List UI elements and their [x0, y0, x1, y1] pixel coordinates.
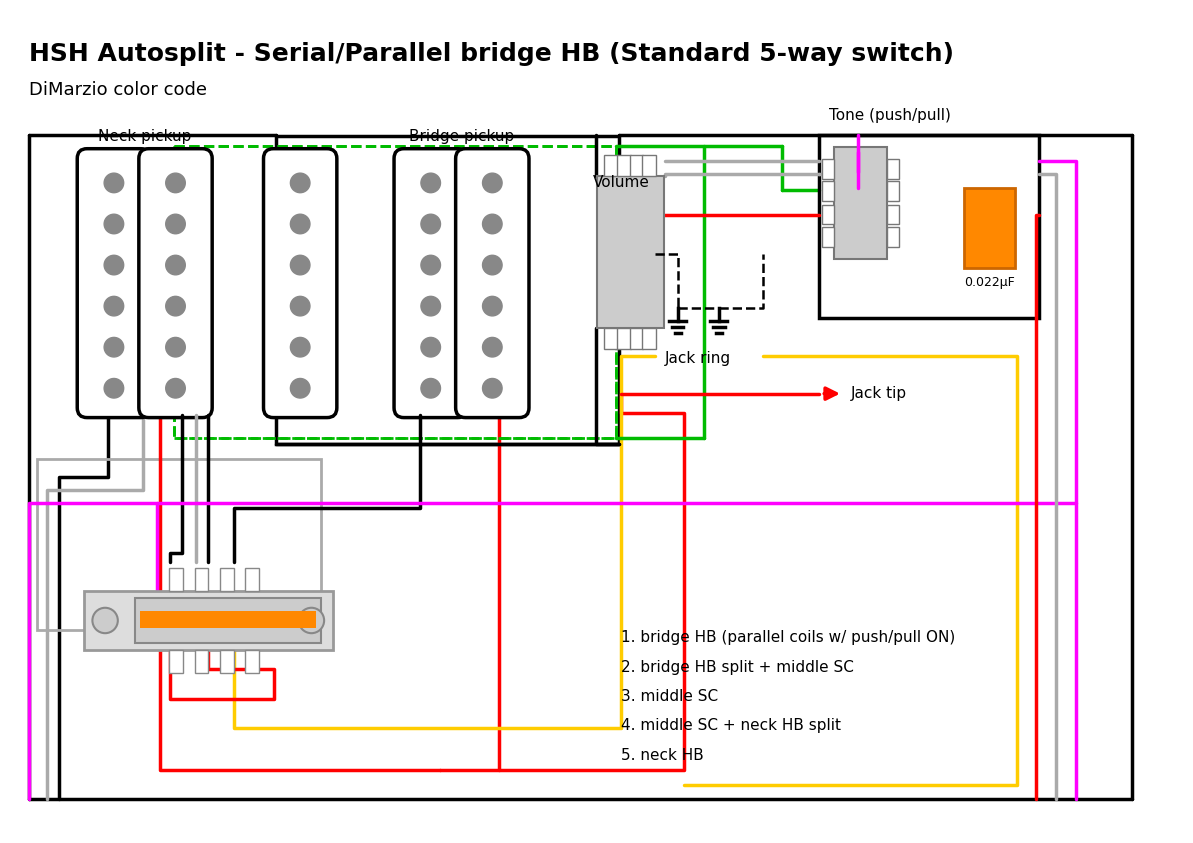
- Circle shape: [482, 255, 502, 275]
- Bar: [598, 176, 665, 328]
- Bar: [888, 205, 900, 224]
- FancyBboxPatch shape: [264, 148, 336, 417]
- Circle shape: [104, 297, 124, 316]
- Text: Jack tip: Jack tip: [851, 386, 907, 401]
- Circle shape: [482, 379, 502, 398]
- Bar: [964, 188, 1015, 268]
- FancyBboxPatch shape: [394, 148, 468, 417]
- Circle shape: [421, 255, 440, 275]
- Circle shape: [104, 214, 124, 234]
- Bar: [194, 567, 209, 591]
- Circle shape: [290, 297, 310, 316]
- Bar: [276, 137, 619, 444]
- Text: HSH Autosplit - Serial/Parallel bridge HB (Standard 5-way switch): HSH Autosplit - Serial/Parallel bridge H…: [30, 42, 954, 67]
- Bar: [822, 228, 834, 247]
- Bar: [888, 181, 900, 201]
- Circle shape: [166, 379, 185, 398]
- Bar: [642, 154, 656, 176]
- Text: 3. middle SC: 3. middle SC: [620, 689, 718, 704]
- Bar: [630, 154, 643, 176]
- Circle shape: [290, 379, 310, 398]
- Circle shape: [290, 255, 310, 275]
- Bar: [140, 610, 316, 628]
- Circle shape: [421, 337, 440, 357]
- Circle shape: [290, 337, 310, 357]
- Circle shape: [104, 255, 124, 275]
- Bar: [246, 650, 259, 674]
- Circle shape: [298, 608, 324, 633]
- Bar: [642, 328, 656, 349]
- Bar: [194, 650, 209, 674]
- Circle shape: [482, 214, 502, 234]
- Circle shape: [104, 173, 124, 193]
- Bar: [37, 459, 321, 631]
- Circle shape: [166, 173, 185, 193]
- Bar: [617, 328, 631, 349]
- Circle shape: [482, 173, 502, 193]
- Bar: [822, 181, 834, 201]
- Circle shape: [104, 337, 124, 357]
- Circle shape: [104, 379, 124, 398]
- Bar: [84, 591, 333, 650]
- Circle shape: [166, 255, 185, 275]
- Circle shape: [166, 214, 185, 234]
- FancyBboxPatch shape: [78, 148, 150, 417]
- Bar: [605, 328, 618, 349]
- Bar: [822, 159, 834, 179]
- Text: 1. bridge HB (parallel coils w/ push/pull ON): 1. bridge HB (parallel coils w/ push/pul…: [620, 631, 956, 645]
- Bar: [617, 154, 631, 176]
- FancyBboxPatch shape: [456, 148, 528, 417]
- Bar: [169, 567, 183, 591]
- Bar: [220, 567, 234, 591]
- Circle shape: [92, 608, 118, 633]
- Bar: [174, 146, 616, 438]
- FancyBboxPatch shape: [138, 148, 212, 417]
- Circle shape: [166, 337, 185, 357]
- Circle shape: [290, 214, 310, 234]
- Text: DiMarzio color code: DiMarzio color code: [30, 81, 208, 99]
- Circle shape: [421, 214, 440, 234]
- Text: Volume: Volume: [593, 175, 649, 191]
- Bar: [630, 328, 643, 349]
- Circle shape: [421, 173, 440, 193]
- Text: Bridge pickup: Bridge pickup: [409, 129, 514, 144]
- Text: 5. neck HB: 5. neck HB: [620, 748, 704, 763]
- Circle shape: [421, 379, 440, 398]
- Bar: [135, 598, 321, 643]
- Circle shape: [166, 297, 185, 316]
- Circle shape: [290, 173, 310, 193]
- Bar: [888, 159, 900, 179]
- Circle shape: [482, 297, 502, 316]
- Text: Neck pickup: Neck pickup: [98, 129, 191, 144]
- Bar: [820, 135, 1039, 319]
- Bar: [888, 228, 900, 247]
- Text: 2. bridge HB split + middle SC: 2. bridge HB split + middle SC: [620, 659, 854, 674]
- Bar: [605, 154, 618, 176]
- Text: Tone (push/pull): Tone (push/pull): [829, 108, 951, 123]
- Bar: [246, 567, 259, 591]
- Text: Jack ring: Jack ring: [665, 351, 731, 366]
- Circle shape: [421, 297, 440, 316]
- Text: 0.022μF: 0.022μF: [964, 277, 1015, 289]
- Bar: [169, 650, 183, 674]
- Text: 4. middle SC + neck HB split: 4. middle SC + neck HB split: [620, 718, 841, 733]
- Bar: [834, 147, 888, 259]
- Circle shape: [482, 337, 502, 357]
- Bar: [822, 205, 834, 224]
- Bar: [220, 650, 234, 674]
